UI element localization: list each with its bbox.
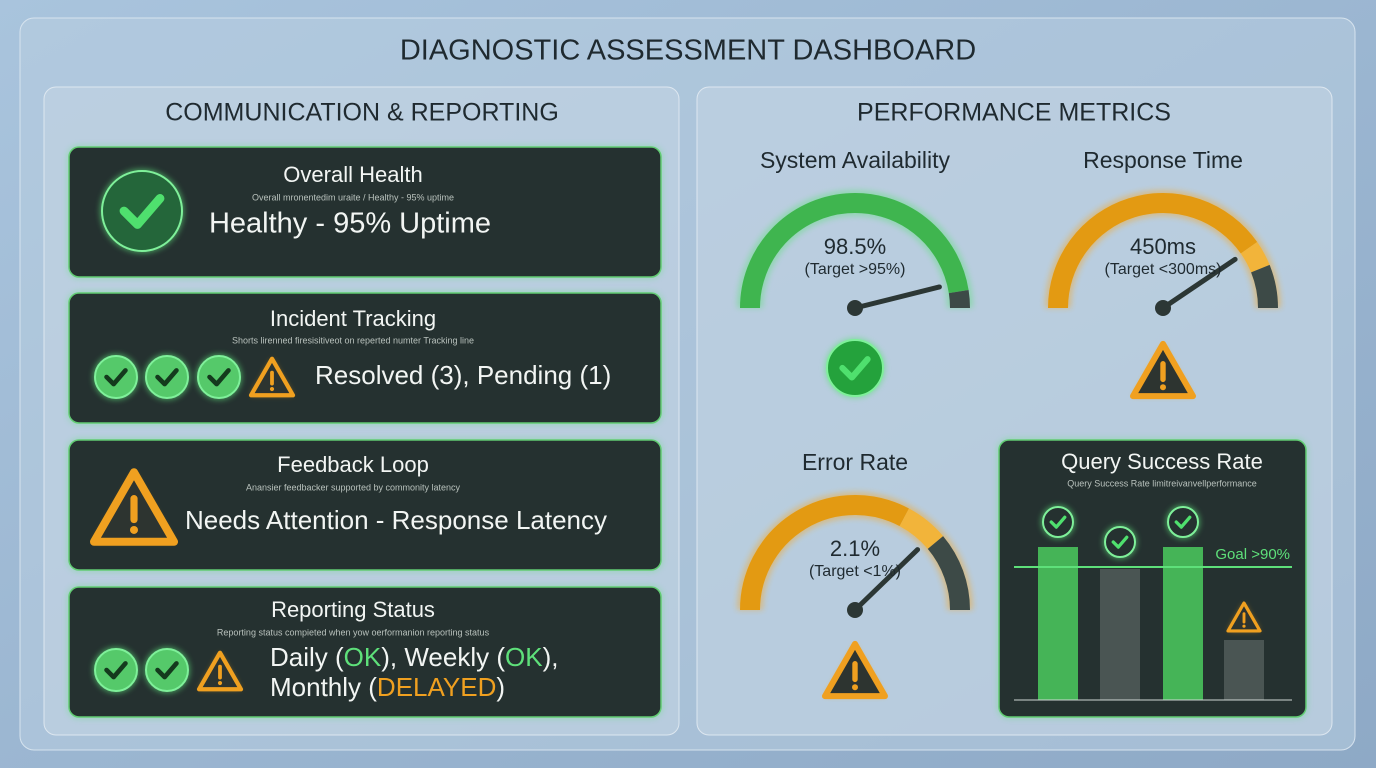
query-subtitle: Query Success Rate limitreivanvellperfor…: [1067, 478, 1257, 488]
warning-dot: [217, 680, 223, 686]
status-part: DELAYED: [377, 672, 496, 702]
check-mark: [155, 368, 179, 387]
check-mark: [119, 194, 165, 229]
gauge-arc: [899, 508, 944, 550]
gauge-target: (Target <300ms): [1105, 261, 1222, 278]
card-subtitle: Anansier feedbacker supported by commoni…: [246, 482, 461, 492]
check-mark: [1111, 535, 1129, 549]
check-icon: [94, 355, 138, 399]
gauge-value: 2.1%: [830, 536, 880, 561]
warning-dot: [852, 684, 858, 691]
check-icon: [197, 355, 241, 399]
check-icon: [101, 170, 183, 252]
gauge-arc: [1250, 264, 1278, 309]
check-mark: [104, 368, 128, 387]
check-icon: [145, 648, 189, 692]
status-part: ): [496, 672, 505, 702]
card-subtitle: Reporting status compieted when yow oerf…: [217, 627, 490, 637]
gauge-value: 98.5%: [824, 234, 886, 259]
query-bar: [1038, 547, 1078, 700]
panel-title: COMMUNICATION & REPORTING: [165, 99, 559, 127]
gauge-value: 450ms: [1130, 234, 1196, 259]
card-status: Needs Attention - Response Latency: [185, 505, 607, 535]
gauge-arc: [740, 193, 969, 309]
dashboard-title: DIAGNOSTIC ASSESSMENT DASHBOARD: [400, 35, 976, 67]
status-part: ), Weekly (: [381, 642, 505, 672]
card-status: Monthly (DELAYED): [270, 672, 505, 702]
gauge-target: (Target >95%): [805, 261, 906, 278]
gauge-target: (Target <1%): [809, 563, 901, 580]
gauge-arc: [740, 495, 909, 611]
check-icon: [1167, 506, 1199, 538]
panel-title: PERFORMANCE METRICS: [857, 99, 1171, 127]
status-part: Daily (: [270, 642, 344, 672]
check-mark: [1174, 515, 1192, 529]
check-mark: [155, 661, 179, 680]
status-part: ),: [543, 642, 559, 672]
query-bar: [1224, 640, 1264, 700]
card-title: Overall Health: [283, 162, 422, 187]
warning-dot: [1160, 384, 1166, 391]
card-status: Daily (OK), Weekly (OK),: [270, 642, 558, 672]
card-status: Healthy - 95% Uptime: [209, 208, 491, 240]
goal-label: Goal >90%: [1215, 546, 1290, 563]
gauge-hub: [847, 602, 863, 618]
gauge-needle: [852, 284, 942, 311]
gauge-title: Response Time: [1083, 147, 1243, 173]
gauge-arc: [948, 290, 970, 309]
check-mark: [207, 368, 231, 387]
check-icon: [826, 339, 884, 397]
card-title: Feedback Loop: [277, 452, 429, 477]
query-bar: [1100, 569, 1140, 700]
check-icon: [145, 355, 189, 399]
card-title: Reporting Status: [271, 597, 435, 622]
check-icon: [94, 648, 138, 692]
gauge-title: Error Rate: [802, 449, 908, 475]
gauge-hub: [1155, 300, 1171, 316]
card-status: Resolved (3), Pending (1): [315, 360, 611, 390]
status-part: OK: [344, 642, 382, 672]
gauge-needle: [852, 547, 921, 613]
check-mark: [1049, 515, 1067, 529]
query-title: Query Success Rate: [1061, 449, 1263, 474]
check-icon: [1042, 506, 1074, 538]
status-card: [68, 439, 662, 571]
status-part: OK: [505, 642, 543, 672]
gauge-arc: [927, 536, 970, 611]
warning-dot: [1242, 624, 1246, 628]
gauge-title: System Availability: [760, 147, 951, 173]
warning-dot: [269, 386, 275, 392]
warning-dot: [130, 525, 138, 534]
gauge-needle: [1160, 256, 1238, 311]
check-mark: [839, 356, 871, 381]
check-icon: [1104, 526, 1136, 558]
card-title: Incident Tracking: [270, 306, 436, 331]
card-subtitle: Shorts lirenned firesisitiveot on repert…: [232, 335, 474, 345]
gauge-hub: [847, 300, 863, 316]
status-part: Monthly (: [270, 672, 377, 702]
status-card: [68, 146, 662, 278]
query-bar: [1163, 547, 1203, 700]
gauge-arc: [1240, 242, 1270, 273]
check-mark: [104, 661, 128, 680]
card-subtitle: Overall mronentedim uraite / Healthy - 9…: [252, 192, 454, 202]
gauge-arc: [1048, 193, 1258, 309]
